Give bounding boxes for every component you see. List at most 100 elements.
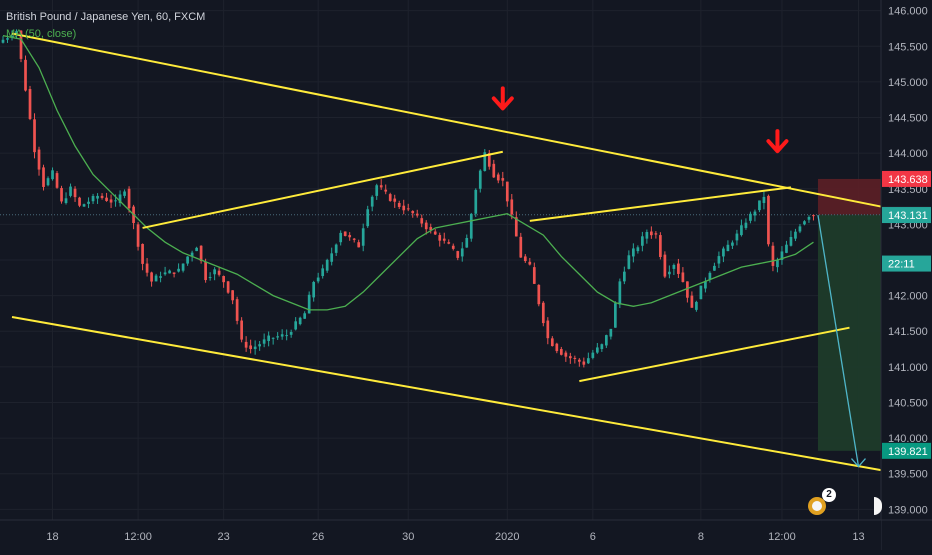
candle [451,245,455,249]
candle [244,341,248,348]
event-flag-icon[interactable] [808,497,826,515]
price-tag [882,255,931,272]
candle [681,272,685,282]
price-tick-label: 141.000 [888,362,928,374]
candle [672,264,676,269]
price-tick-label: 145.500 [888,41,928,53]
trendline-wedge-1-upper [142,150,503,229]
time-axis [0,520,881,550]
candle [213,269,216,275]
candle [73,188,77,198]
candle [532,267,536,284]
candle [321,268,325,277]
candle [555,343,559,352]
candle [442,238,446,241]
candle [699,285,703,300]
event-flag-icon-edge[interactable] [874,497,882,515]
candle [28,89,32,119]
candle [803,221,806,225]
candle [663,254,667,277]
price-tick-label: 144.500 [888,113,928,125]
candle [762,196,766,204]
symbol-title[interactable]: British Pound / Japanese Yen, 60, FXCM [6,11,206,23]
down-arrow-icon [491,96,514,111]
time-tick-label: 13 [852,531,864,543]
candle [659,235,662,257]
candle [514,217,518,237]
candle [334,244,338,253]
candle [384,189,388,192]
candle [537,284,541,305]
candle [298,317,302,325]
candle [141,243,144,264]
indicator-label[interactable]: MA (50, close) [6,28,77,40]
candle [19,30,23,59]
candle [789,236,793,246]
price-tick-label: 139.500 [888,469,928,481]
projection-arrowhead-icon [850,458,866,468]
candle [388,194,392,201]
candle [163,272,167,275]
candle [262,339,266,344]
time-tick-label: 12:00 [768,531,796,543]
candle [154,275,158,282]
candle [767,195,770,245]
candle [199,245,203,262]
candle [402,205,406,211]
candle [249,345,252,350]
candle [758,200,761,211]
candle [222,276,225,283]
candle [78,197,81,206]
candle [118,194,122,204]
candle [523,256,527,262]
candle [753,211,757,216]
candle [190,252,194,257]
candle [586,358,590,364]
event-badge[interactable]: 2 [822,488,836,502]
candle [528,261,532,265]
candle [726,244,730,252]
candle [10,36,14,38]
candle [123,191,126,196]
price-tag [882,170,931,187]
time-tick-label: 30 [402,531,414,543]
candle [465,237,469,248]
candle [641,236,644,246]
candle [564,352,568,357]
trendline-lower-channel [11,316,882,472]
candle [704,281,707,289]
candle [294,321,298,330]
candle [348,235,352,238]
candle [96,195,99,199]
candle [595,347,599,353]
candle [114,200,117,202]
time-tick-label: 6 [590,531,596,543]
candle [541,302,545,324]
trendline-upper-channel [11,32,882,208]
candle [731,242,734,246]
candle [127,188,131,209]
candle [343,231,347,237]
candle [312,282,316,298]
time-tick-label: 12:00 [124,531,152,543]
candle [267,335,271,342]
price-tag-label: 22:11 [888,259,915,271]
candle [393,198,397,202]
candle [474,189,478,214]
candle [690,295,694,308]
candle [325,259,329,271]
candle [636,247,640,252]
projection-line [817,215,860,467]
candle [168,270,171,274]
trendline-wedge-2-lower [579,326,850,383]
candle [438,235,442,241]
down-arrow-icon [766,139,789,154]
price-tag-label: 143.638 [888,174,928,186]
candle [591,352,595,358]
candle [352,238,356,240]
candle [330,253,334,262]
candle [24,59,27,91]
candle [654,233,658,235]
